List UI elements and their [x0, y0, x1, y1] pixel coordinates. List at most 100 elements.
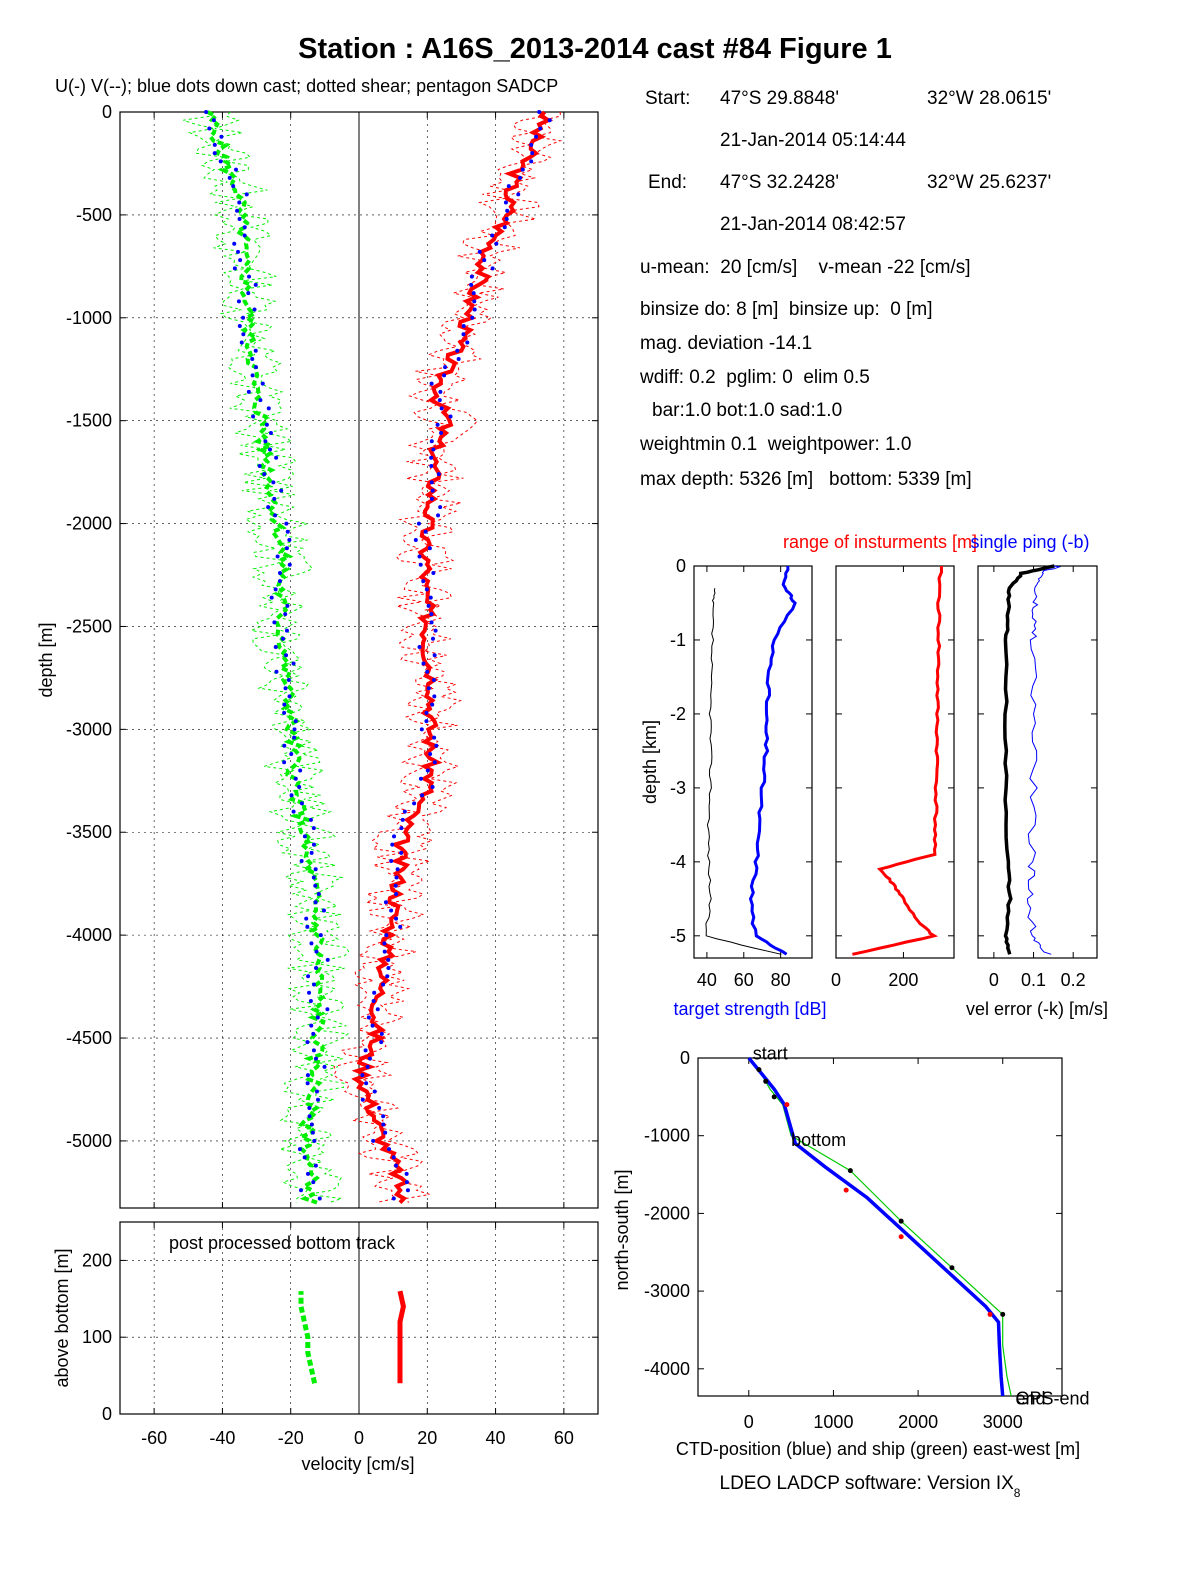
v-downcast-dot [250, 356, 255, 361]
u-downcast-dot [455, 348, 460, 353]
x-tick-label: 20 [417, 1428, 437, 1448]
x-tick-label: -60 [141, 1428, 167, 1448]
vel-error-axes: 0 0.1 0.2 single ping (-b) vel error (-k) [m… [966, 532, 1108, 1019]
y-tick-label: 0 [680, 1048, 690, 1068]
end-lon: 32°W 25.6237' [927, 172, 1052, 193]
v-downcast-dot [251, 414, 256, 419]
v-bottom-track [298, 1291, 318, 1384]
v-downcast-dot [311, 826, 316, 831]
u-downcast-dot [389, 859, 394, 864]
u-downcast-dot [393, 883, 398, 888]
y-tick-label: -5 [670, 926, 686, 946]
v-downcast-dot [306, 974, 311, 979]
v-downcast-dot [257, 463, 262, 468]
v-downcast-dot [268, 431, 273, 436]
v-downcast-dot [297, 784, 302, 789]
v-downcast-dot [287, 562, 292, 567]
u-downcast-dot [504, 217, 509, 222]
v-downcast-dot [299, 801, 304, 806]
v-downcast-dot [250, 373, 255, 378]
x-tick-label: 1000 [813, 1412, 853, 1432]
u-downcast-dot [363, 1048, 368, 1053]
u-downcast-dot [428, 752, 433, 757]
u-bottom-track [397, 1290, 406, 1384]
u-downcast-dot [424, 719, 429, 724]
u-downcast-dot [516, 192, 521, 197]
ship-track-green [748, 1057, 1012, 1397]
v-downcast-dot [277, 579, 282, 584]
ship-marker [847, 1168, 853, 1174]
v-downcast-dot [312, 982, 317, 987]
v-downcast-dot [235, 249, 240, 254]
u-downcast-dot [437, 398, 442, 403]
v-downcast-dot [315, 1015, 320, 1020]
footer-text: LDEO LADCP software: Version IX8 [720, 1473, 1021, 1500]
v-downcast-dot [316, 891, 321, 896]
x-tick-label: 0.1 [1021, 970, 1046, 990]
u-downcast-dot [456, 356, 461, 361]
u-downcast-dot [393, 1163, 398, 1168]
v-downcast-dot [317, 1196, 322, 1201]
u-downcast-dot [394, 875, 399, 880]
u-downcast-dot [426, 603, 431, 608]
u-downcast-dot [371, 998, 376, 1003]
v-downcast-dot [313, 883, 318, 888]
u-downcast-dot [417, 645, 422, 650]
velocity-profile-axes: 0 -500 -1000 -1500 -2000 -2500 -3000 -3500 -4000… [36, 102, 599, 1209]
y-tick-label: -4 [670, 852, 686, 872]
u-downcast-dot [382, 949, 387, 954]
u-downcast-dot [438, 505, 443, 510]
v-downcast-dot [284, 521, 289, 526]
x-tick-label: -40 [209, 1428, 235, 1448]
y-tick-label: -2500 [66, 616, 112, 636]
v-downcast-dot [318, 933, 323, 938]
u-downcast-dot [384, 933, 389, 938]
x-tick-label: -20 [278, 1428, 304, 1448]
u-downcast-dot [421, 661, 426, 666]
end-time: 21-Jan-2014 08:42:57 [720, 214, 906, 235]
v-downcast-dot [260, 381, 265, 386]
u-downcast-dot [431, 570, 436, 575]
u-downcast-dot [379, 1031, 384, 1036]
v-downcast-dot [241, 332, 246, 337]
u-downcast-dot [534, 134, 539, 139]
v-downcast-dot [262, 472, 267, 477]
v-downcast-dot [312, 1138, 317, 1143]
v-downcast-dot [307, 1105, 312, 1110]
v-downcast-dot [285, 529, 290, 534]
u-downcast-dot [385, 974, 390, 979]
u-downcast-dot [490, 266, 495, 271]
x-tick-label: 60 [734, 970, 754, 990]
wdiff-info: wdiff: 0.2 pglim: 0 elim 0.5 [640, 367, 870, 388]
v-downcast-dot [293, 719, 298, 724]
v-downcast-dot [253, 348, 258, 353]
u-downcast-dot [430, 784, 435, 789]
u-downcast-dot [430, 488, 435, 493]
v-downcast-dot [236, 299, 241, 304]
v-downcast-dot [252, 307, 257, 312]
v-downcast-dot [302, 1155, 307, 1160]
v-downcast-dot [305, 1081, 310, 1086]
u-downcast-dot [436, 513, 441, 518]
v-downcast-dot [266, 406, 271, 411]
v-downcast-dot [310, 1130, 315, 1135]
u-downcast-dot [418, 776, 423, 781]
u-downcast-dot [381, 982, 386, 987]
y-tick-label: -1500 [66, 411, 112, 431]
y-tick-label: -5000 [66, 1131, 112, 1151]
u-downcast-dot [383, 900, 388, 905]
v-downcast-dot [232, 266, 237, 271]
u-downcast-dot [418, 562, 423, 567]
u-downcast-dot [392, 834, 397, 839]
single-ping-title: single ping (-b) [970, 532, 1089, 552]
v-downcast-dot [311, 875, 316, 880]
u-downcast-dot [391, 1155, 396, 1160]
v-downcast-dot [266, 505, 271, 510]
v-downcast-dot [253, 282, 258, 287]
u-downcast-dot [477, 249, 482, 254]
v-downcast-dot [311, 1048, 316, 1053]
u-downcast-dot [386, 957, 391, 962]
v-downcast-dot [293, 776, 298, 781]
v-downcast-dot [287, 694, 292, 699]
v-downcast-dot [283, 612, 288, 617]
